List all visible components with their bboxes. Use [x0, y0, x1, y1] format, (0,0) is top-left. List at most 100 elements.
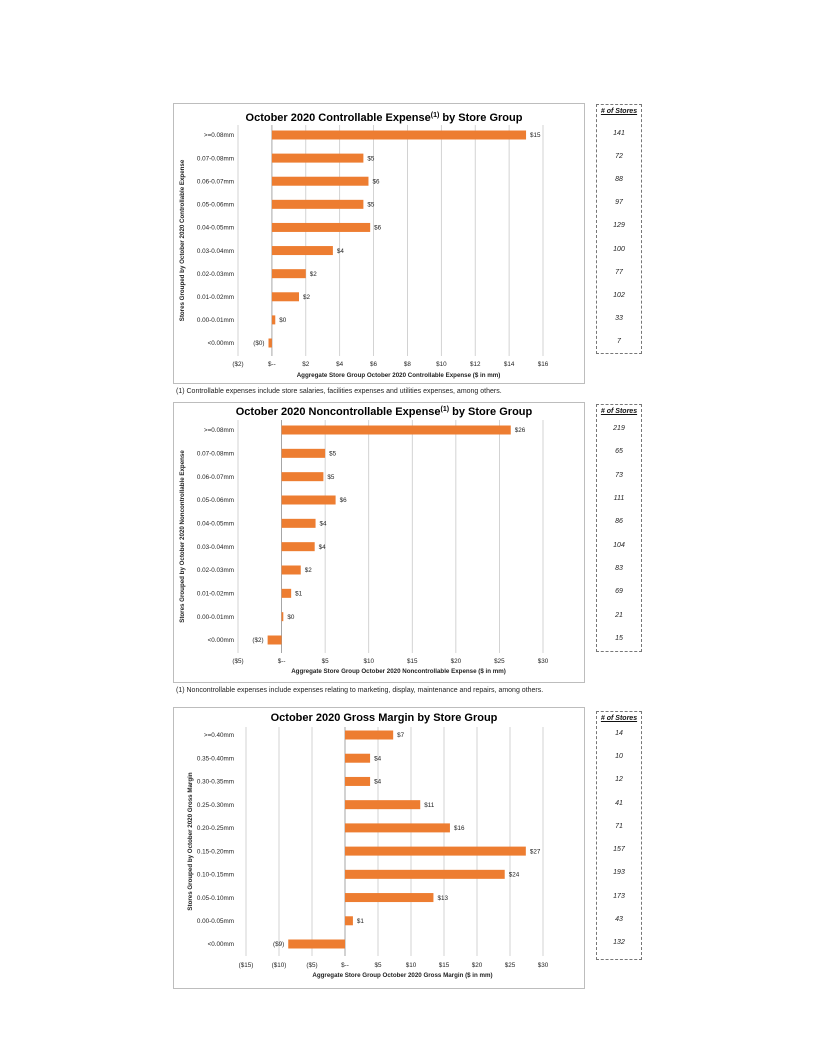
chart-title: October 2020 Controllable Expense(1) by … — [246, 112, 523, 124]
category-label: 0.06-0.07mm — [197, 474, 234, 481]
tick-label: $25 — [505, 962, 516, 969]
store-count: 104 — [613, 541, 625, 549]
store-count: 97 — [615, 199, 623, 207]
store-count: 14 — [615, 730, 623, 737]
bar — [288, 939, 345, 949]
store-count: 157 — [613, 846, 625, 854]
chart-title-end: by Store Group — [449, 406, 532, 418]
category-label: 0.01-0.02mm — [197, 294, 234, 301]
tick-label: ($5) — [306, 962, 317, 969]
data-label: $4 — [374, 755, 382, 762]
store-count: 72 — [615, 153, 623, 161]
store-count-header: # of Stores — [600, 408, 638, 415]
tick-label: $4 — [336, 361, 344, 368]
bar — [271, 269, 306, 279]
bar — [271, 292, 299, 302]
tick-label: ($10) — [272, 962, 287, 969]
category-label: 0.00-0.01mm — [197, 317, 234, 324]
tick-label: $30 — [538, 962, 549, 969]
bar — [345, 916, 353, 926]
store-count: 102 — [613, 291, 625, 299]
noncontrollable-expense-chart: October 2020 Noncontrollable Expense(1) … — [173, 402, 585, 683]
store-count: 77 — [615, 268, 623, 276]
bar — [271, 130, 527, 140]
category-label: <0.00mm — [208, 340, 234, 347]
noncontrollable-expense-footnote: (1) Noncontrollable expenses include exp… — [176, 687, 544, 694]
tick-label: $5 — [322, 658, 330, 665]
bar — [267, 635, 282, 645]
bar — [281, 542, 315, 552]
bar — [271, 222, 371, 232]
category-label: 0.04-0.05mm — [197, 521, 234, 528]
store-count: 65 — [615, 448, 623, 456]
category-label: 0.07-0.08mm — [197, 155, 234, 162]
store-count-header: # of Stores — [600, 715, 638, 722]
gross-margin-store-count-box: # of Stores 14 10 12 41 71 157 193 173 43 132 — [596, 711, 642, 960]
store-count: 41 — [615, 799, 623, 807]
tick-label: ($2) — [232, 361, 243, 368]
tick-label: $20 — [451, 658, 462, 665]
bar — [271, 315, 276, 325]
category-label: 0.20-0.25mm — [197, 825, 234, 832]
tick-label: $30 — [538, 658, 549, 665]
data-label: $6 — [374, 225, 382, 232]
chart-title-main: October 2020 Controllable Expense — [246, 112, 431, 124]
store-count: 219 — [613, 425, 625, 432]
bar — [271, 153, 364, 163]
category-label: 0.35-0.40mm — [197, 755, 234, 762]
store-count: 69 — [615, 588, 623, 596]
tick-label: $5 — [374, 962, 382, 969]
bar — [281, 472, 324, 482]
bar — [281, 588, 292, 598]
bar — [268, 338, 272, 348]
bar — [345, 776, 371, 786]
category-label: 0.04-0.05mm — [197, 225, 234, 232]
data-label: $2 — [305, 567, 313, 574]
data-label: $5 — [367, 155, 375, 162]
bar — [271, 199, 364, 209]
store-count: 129 — [613, 222, 625, 230]
tick-label: $16 — [538, 361, 549, 368]
tick-label: $8 — [404, 361, 412, 368]
gross-margin-chart: October 2020 Gross Margin by Store Group… — [173, 707, 585, 989]
bar — [271, 246, 333, 256]
store-count: 15 — [615, 635, 623, 642]
data-label: $5 — [327, 474, 335, 481]
y-axis-title: Stores Grouped by October 2020 Gross Mar… — [187, 772, 194, 910]
data-label: $5 — [329, 451, 337, 458]
data-label: $5 — [367, 202, 375, 209]
store-count: 43 — [615, 915, 623, 923]
data-label: $0 — [279, 317, 287, 324]
store-count: 193 — [613, 869, 625, 877]
x-axis-title: Aggregate Store Group October 2020 Contr… — [297, 372, 501, 379]
category-label: 0.06-0.07mm — [197, 178, 234, 185]
data-label: $11 — [424, 802, 435, 809]
bar — [281, 495, 336, 505]
y-axis-title: Stores Grouped by October 2020 Noncontro… — [179, 450, 186, 623]
store-count: 21 — [615, 611, 623, 619]
x-axis-title: Aggregate Store Group October 2020 Nonco… — [291, 668, 506, 675]
bar — [345, 800, 421, 810]
bar — [281, 565, 301, 575]
category-label: 0.15-0.20mm — [197, 848, 234, 855]
y-axis-title: Stores Grouped by October 2020 Controlla… — [179, 159, 186, 321]
data-label: ($2) — [252, 637, 263, 644]
bar — [345, 846, 526, 856]
category-label: <0.00mm — [208, 941, 234, 948]
data-label: ($9) — [273, 941, 284, 948]
bar — [281, 518, 316, 528]
category-label: <0.00mm — [208, 637, 234, 644]
data-label: $16 — [454, 825, 465, 832]
tick-label: $10 — [406, 962, 417, 969]
data-label: $4 — [337, 248, 345, 255]
bar — [345, 753, 371, 763]
store-count: 132 — [613, 939, 625, 946]
tick-label: $14 — [504, 361, 515, 368]
data-label: $2 — [310, 271, 318, 278]
chart-title: October 2020 Noncontrollable Expense(1) … — [236, 406, 533, 418]
chart-title-superscript: (1) — [431, 112, 440, 119]
data-label: $1 — [357, 918, 365, 925]
tick-label: $6 — [370, 361, 378, 368]
tick-label: $20 — [472, 962, 483, 969]
tick-label: $10 — [436, 361, 447, 368]
